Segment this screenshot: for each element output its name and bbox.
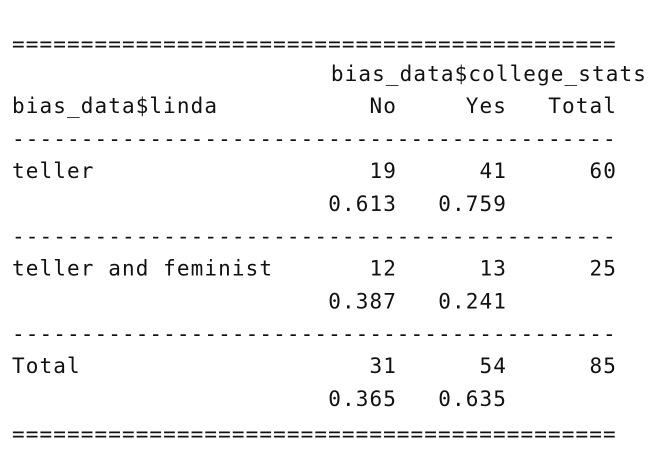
row-label: Total xyxy=(12,354,81,378)
count: 25 xyxy=(590,257,618,281)
column-variable: bias_data$college_stats xyxy=(331,62,647,86)
rule: ----------------------------------------… xyxy=(12,225,617,249)
proportion: 0.759 xyxy=(438,192,507,216)
row-label: teller xyxy=(12,159,94,183)
proportion: 0.387 xyxy=(328,290,397,314)
column-header: No xyxy=(370,94,398,118)
count: 54 xyxy=(480,354,508,378)
count: 85 xyxy=(590,354,618,378)
count: 13 xyxy=(480,257,508,281)
count: 12 xyxy=(370,257,398,281)
rule: ========================================… xyxy=(12,422,617,446)
column-header: Yes xyxy=(466,94,507,118)
proportion: 0.613 xyxy=(328,192,397,216)
column-header: Total xyxy=(548,94,617,118)
count: 41 xyxy=(480,159,508,183)
proportion: 0.635 xyxy=(438,387,507,411)
rule: ----------------------------------------… xyxy=(12,322,617,346)
row-label: teller and feminist xyxy=(12,257,273,281)
rule: ========================================… xyxy=(12,32,617,56)
count: 60 xyxy=(590,159,618,183)
proportion: 0.241 xyxy=(438,290,507,314)
count: 31 xyxy=(370,354,398,378)
row-variable: bias_data$linda xyxy=(12,94,218,118)
proportion: 0.365 xyxy=(328,387,397,411)
count: 19 xyxy=(370,159,398,183)
rule: ----------------------------------------… xyxy=(12,127,617,151)
